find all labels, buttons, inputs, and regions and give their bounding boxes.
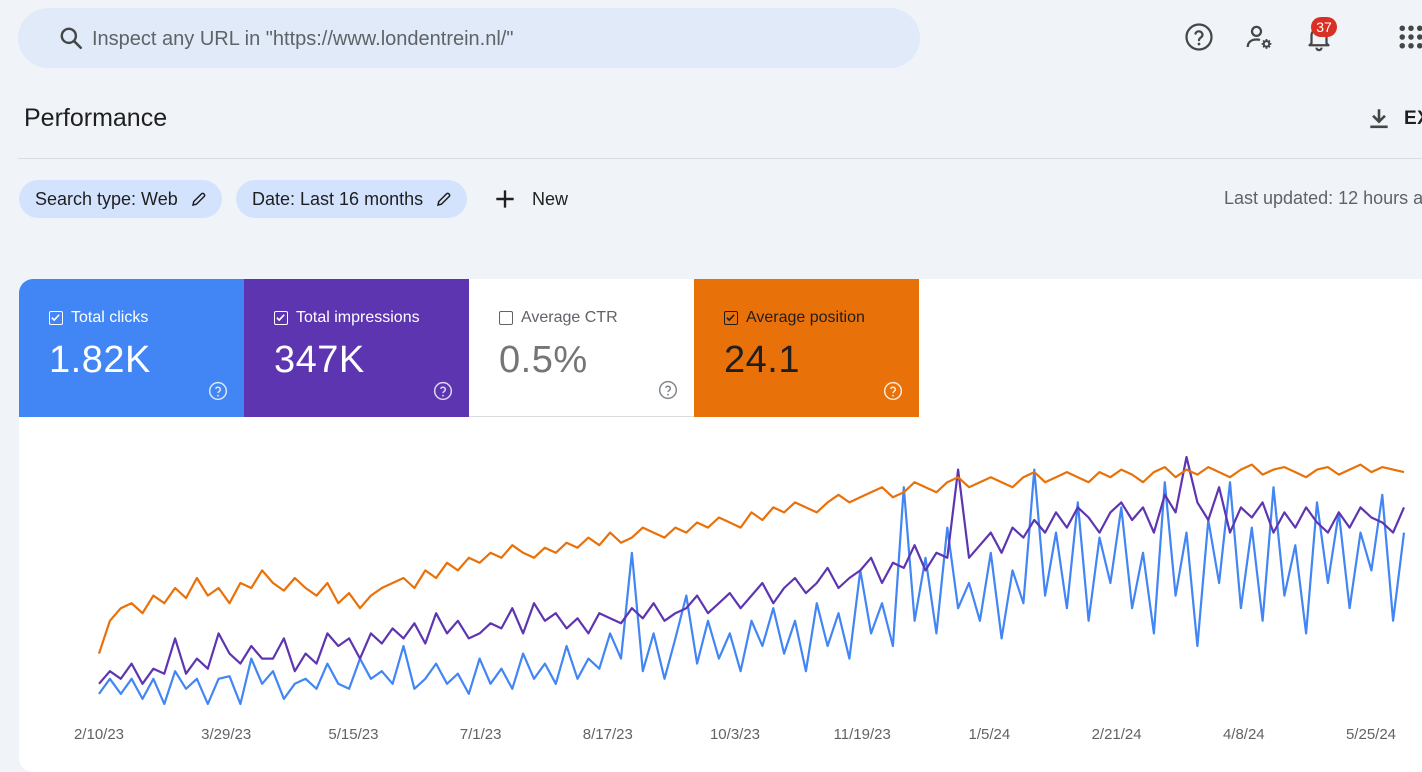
x-tick-label: 7/1/23	[460, 726, 502, 743]
series-line-total-clicks	[98, 468, 1406, 706]
edit-pencil-icon	[191, 192, 206, 206]
x-tick-label: 10/3/23	[710, 726, 760, 743]
page-title: Performance	[24, 104, 168, 132]
help-icon[interactable]	[658, 380, 678, 400]
x-tick-label: 5/15/23	[328, 726, 378, 743]
average-ctr-value: 0.5%	[499, 339, 588, 381]
help-icon[interactable]	[433, 381, 453, 401]
series-line-total-impressions	[98, 455, 1406, 685]
export-label: EXPORT	[1404, 108, 1422, 129]
performance-card: Total clicks 1.82K Total impressions 347…	[19, 279, 1422, 772]
search-icon[interactable]	[58, 25, 84, 51]
new-filter-button[interactable]: New	[492, 180, 568, 218]
x-tick-label: 2/21/24	[1092, 726, 1142, 743]
performance-line-chart[interactable]: 2/10/23 3/29/23 5/15/23 7/1/23 8/17/23 10/3/2…	[19, 417, 1422, 772]
export-button[interactable]: EXPORT	[1366, 104, 1422, 134]
average-ctr-label: Average CTR	[521, 309, 618, 326]
header-divider	[18, 158, 1422, 159]
apps-grid-icon[interactable]	[1396, 22, 1422, 52]
help-icon[interactable]	[208, 381, 228, 401]
metric-average-position[interactable]: Average position 24.1	[694, 279, 919, 417]
edit-pencil-icon	[437, 192, 451, 206]
url-inspection-input[interactable]	[90, 22, 894, 56]
metric-total-clicks[interactable]: Total clicks 1.82K	[19, 279, 244, 417]
average-position-value: 24.1	[724, 339, 800, 381]
x-tick-label: 11/19/23	[834, 726, 891, 743]
new-filter-label: New	[532, 188, 569, 209]
manage-users-icon[interactable]	[1244, 22, 1274, 52]
average-position-label: Average position	[746, 309, 865, 326]
x-tick-label: 3/29/23	[201, 726, 251, 743]
total-impressions-checkbox[interactable]	[274, 311, 288, 325]
metric-average-ctr[interactable]: Average CTR 0.5%	[469, 279, 694, 417]
notification-count-badge: 37	[1311, 17, 1337, 37]
average-position-checkbox[interactable]	[724, 311, 738, 325]
total-impressions-value: 347K	[274, 339, 365, 381]
x-tick-label: 1/5/24	[969, 726, 1011, 743]
total-clicks-checkbox[interactable]	[49, 311, 63, 325]
average-ctr-checkbox[interactable]	[499, 311, 513, 325]
url-inspection-bar[interactable]	[18, 8, 920, 68]
search-type-filter-label: Search type: Web	[35, 188, 178, 209]
series-line-average-position	[97, 463, 1405, 654]
total-clicks-label: Total clicks	[71, 309, 149, 326]
last-updated-text: Last updated: 12 hours ago	[1224, 188, 1422, 208]
total-clicks-value: 1.82K	[49, 339, 151, 381]
download-icon	[1370, 109, 1388, 129]
metric-total-impressions[interactable]: Total impressions 347K	[244, 279, 469, 417]
x-tick-label: 2/10/23	[74, 726, 124, 743]
x-tick-label: 4/8/24	[1223, 726, 1265, 743]
search-type-filter-chip[interactable]: Search type: Web	[19, 180, 222, 218]
total-impressions-label: Total impressions	[296, 309, 420, 326]
x-tick-label: 5/25/24	[1346, 726, 1396, 743]
x-tick-label: 8/17/23	[583, 726, 633, 743]
plus-icon	[496, 190, 514, 208]
help-icon[interactable]	[883, 381, 903, 401]
date-filter-chip[interactable]: Date: Last 16 months	[236, 180, 468, 218]
date-filter-label: Date: Last 16 months	[252, 188, 424, 209]
help-icon[interactable]	[1184, 22, 1214, 52]
